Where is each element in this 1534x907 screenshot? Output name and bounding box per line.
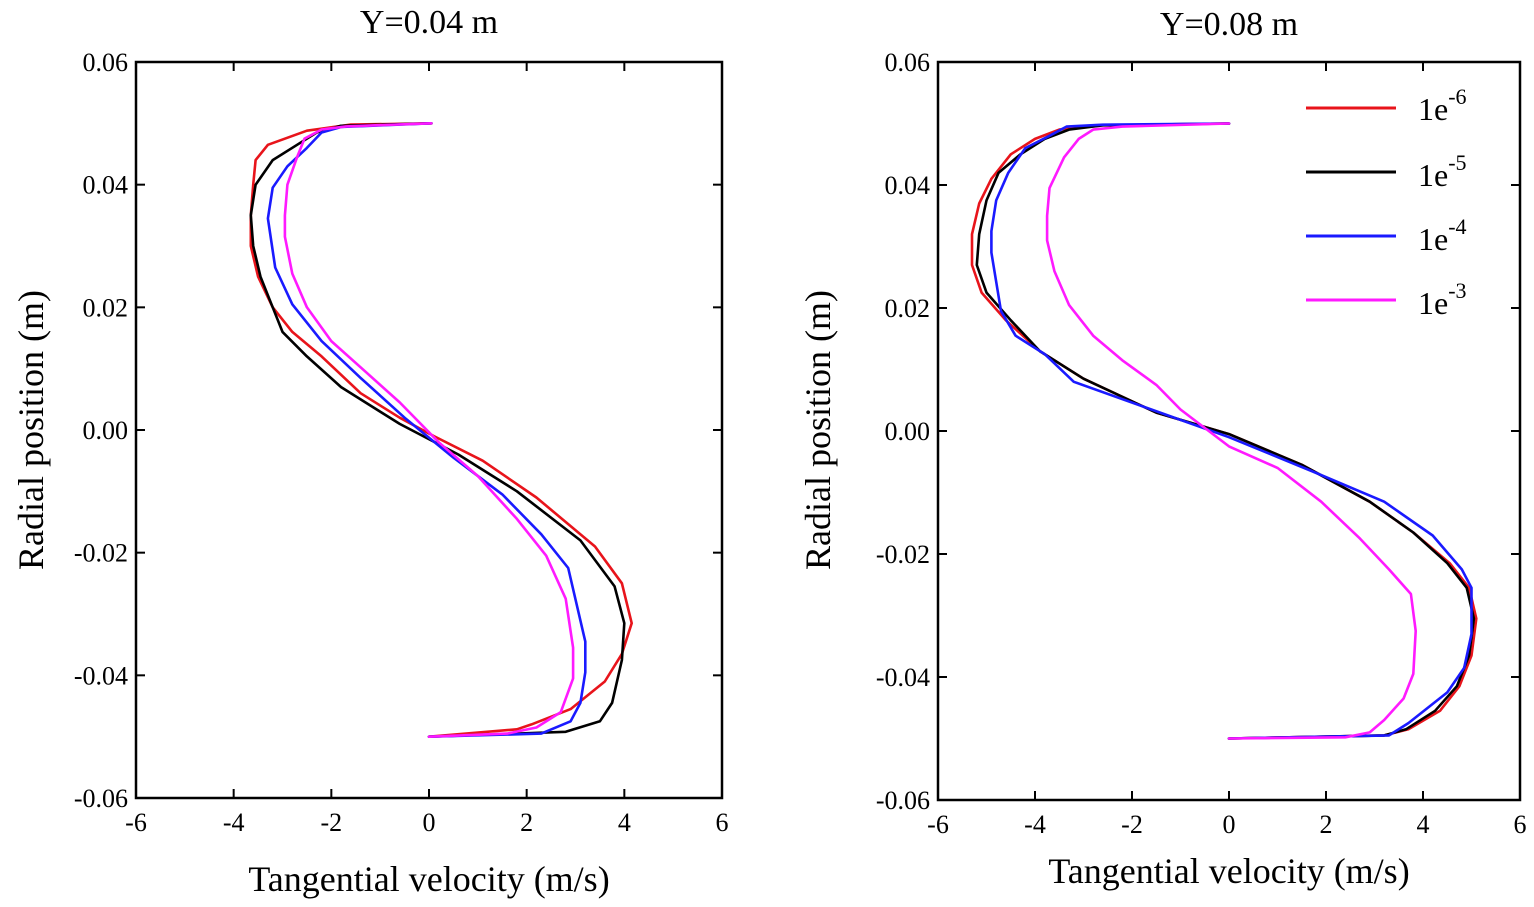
series-line-1e-5 (975, 122, 1476, 740)
x-tick-label: -6 (125, 808, 147, 837)
plot-frame (134, 60, 724, 800)
x-tick-label: 0 (1223, 810, 1236, 839)
series-group (970, 122, 1478, 740)
tick-group: -6 -4 -2 0 2 4 6 -0.06 -0.04 -0.02 0.00 0.02 0.04 0.0… (876, 48, 1527, 839)
y-tick-label: 0.00 (885, 417, 931, 446)
y-axis-label: Radial position (m) (11, 290, 51, 570)
legend-label: 1e-5 (1418, 150, 1467, 193)
x-axis-label: Tangential velocity (m/s) (1048, 851, 1409, 891)
legend: 1e-6 1e-5 1e-4 1e-3 (1306, 84, 1467, 321)
y-tick-label: -0.02 (74, 539, 128, 568)
y-tick-label: -0.06 (74, 784, 128, 813)
x-tick-label: -4 (1024, 810, 1046, 839)
chart-title: Y=0.08 m (1160, 6, 1298, 43)
x-tick-label: -6 (927, 810, 949, 839)
chart-left: Y=0.04 m Tangential velocity (m/s) Radia… (11, 4, 729, 899)
series-line-1e-5 (249, 122, 626, 739)
y-tick-label: -0.02 (876, 540, 930, 569)
chart-right: Y=0.08 m Tangential velocity (m/s) Radia… (798, 6, 1527, 891)
tick-group: -6 -4 -2 0 2 4 6 -0.06 -0.04 -0.02 0.00 0.02 0.04 0.0… (74, 48, 729, 837)
y-axis-label: Radial position (m) (798, 290, 838, 570)
series-line-1e-4 (990, 122, 1473, 740)
x-tick-label: 4 (1417, 810, 1430, 839)
x-tick-label: 0 (423, 808, 436, 837)
series-line-1e-3 (283, 122, 575, 739)
legend-label: 1e-3 (1418, 278, 1467, 321)
y-tick-label: -0.04 (74, 661, 128, 690)
x-tick-label: -2 (1121, 810, 1143, 839)
legend-label: 1e-6 (1418, 84, 1467, 127)
y-tick-label: 0.06 (83, 48, 129, 77)
x-tick-label: 2 (520, 808, 533, 837)
y-tick-label: 0.06 (885, 48, 931, 77)
series-line-1e-6 (249, 122, 634, 739)
y-tick-label: -0.06 (876, 786, 930, 815)
plot-frame (936, 60, 1522, 802)
chart-title: Y=0.04 m (360, 4, 498, 41)
y-tick-label: 0.02 (83, 293, 129, 322)
x-tick-label: -2 (320, 808, 342, 837)
x-tick-label: -4 (223, 808, 245, 837)
y-tick-label: 0.04 (885, 171, 931, 200)
series-line-1e-3 (1045, 122, 1417, 740)
x-tick-label: 4 (618, 808, 631, 837)
y-tick-label: 0.04 (83, 171, 129, 200)
series-group (249, 122, 634, 739)
y-tick-label: 0.00 (83, 416, 129, 445)
legend-label: 1e-4 (1418, 214, 1467, 257)
x-tick-label: 2 (1320, 810, 1333, 839)
y-tick-label: 0.02 (885, 294, 931, 323)
x-axis-label: Tangential velocity (m/s) (248, 859, 609, 899)
x-tick-label: 6 (1514, 810, 1527, 839)
x-tick-label: 6 (716, 808, 729, 837)
y-tick-label: -0.04 (876, 663, 930, 692)
